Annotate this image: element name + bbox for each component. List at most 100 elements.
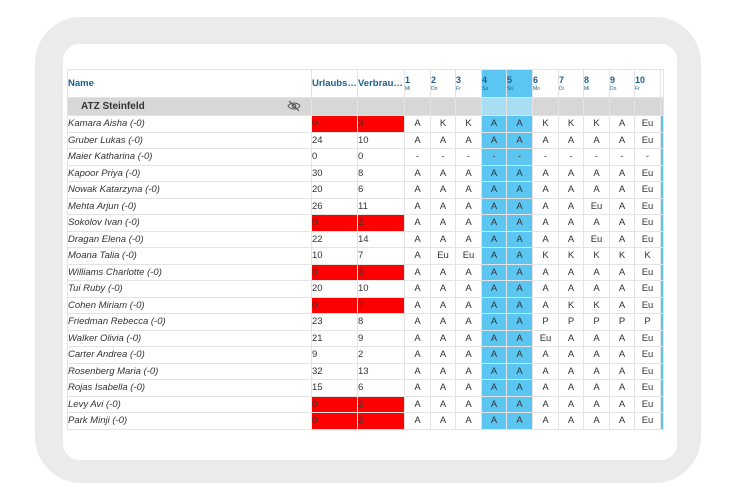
day-status-cell[interactable]: A: [558, 395, 584, 413]
employee-name[interactable]: Sokolov Ivan (-0): [67, 214, 312, 232]
day-status-cell[interactable]: A: [532, 181, 559, 199]
day-header[interactable]: 8 Mi: [583, 69, 610, 98]
day-status-cell[interactable]: A: [532, 280, 559, 298]
column-header-name[interactable]: Name: [67, 69, 312, 98]
day-status-cell[interactable]: A: [455, 296, 482, 314]
verbrauch-cell[interactable]: 2: [357, 346, 405, 364]
urlaubsanspruch-cell[interactable]: 20: [311, 280, 358, 298]
vertical-scrollbar[interactable]: [660, 263, 664, 281]
day-status-cell[interactable]: A: [455, 379, 482, 397]
day-status-cell[interactable]: A: [430, 412, 456, 430]
day-status-cell[interactable]: A: [481, 164, 507, 182]
vertical-scrollbar[interactable]: [660, 148, 664, 166]
vertical-scrollbar[interactable]: [660, 230, 664, 248]
day-status-cell[interactable]: A: [506, 230, 533, 248]
day-status-cell[interactable]: A: [455, 181, 482, 199]
employee-row[interactable]: Williams Charlotte (-0) 0 3 A A A A A A A A A Eu: [67, 263, 664, 281]
employee-name[interactable]: Walker Olivia (-0): [67, 329, 312, 347]
verbrauch-cell[interactable]: 3: [357, 263, 405, 281]
day-header[interactable]: 10 Fr: [634, 69, 661, 98]
day-status-cell[interactable]: A: [506, 181, 533, 199]
day-status-cell[interactable]: P: [583, 313, 610, 331]
day-status-cell[interactable]: A: [404, 346, 431, 364]
day-status-cell[interactable]: A: [506, 247, 533, 265]
verbrauch-cell[interactable]: 10: [357, 131, 405, 149]
day-status-cell[interactable]: K: [430, 115, 456, 133]
day-status-cell[interactable]: A: [532, 197, 559, 215]
day-status-cell[interactable]: A: [609, 362, 635, 380]
vertical-scrollbar[interactable]: [660, 379, 664, 397]
vertical-scrollbar[interactable]: [660, 97, 664, 116]
day-status-cell[interactable]: -: [532, 148, 559, 166]
verbrauch-cell[interactable]: 6: [357, 181, 405, 199]
employee-name[interactable]: Levy Avi (-0): [67, 395, 312, 413]
day-status-cell[interactable]: A: [558, 263, 584, 281]
day-status-cell[interactable]: A: [506, 115, 533, 133]
day-status-cell[interactable]: A: [404, 181, 431, 199]
employee-row[interactable]: Rojas Isabella (-0) 15 6 A A A A A A A A A Eu: [67, 379, 664, 397]
verbrauch-cell[interactable]: 10: [357, 280, 405, 298]
verbrauch-cell[interactable]: 2: [357, 296, 405, 314]
day-status-cell[interactable]: -: [404, 148, 431, 166]
day-status-cell[interactable]: A: [583, 280, 610, 298]
day-status-cell[interactable]: A: [404, 329, 431, 347]
day-status-cell[interactable]: A: [430, 379, 456, 397]
employee-name[interactable]: Kamara Aisha (-0): [67, 115, 312, 133]
day-status-cell[interactable]: Eu: [634, 181, 661, 199]
day-header[interactable]: 2 Do: [430, 69, 456, 98]
urlaubsanspruch-cell[interactable]: 0: [311, 263, 358, 281]
day-status-cell[interactable]: A: [558, 230, 584, 248]
day-status-cell[interactable]: A: [430, 214, 456, 232]
day-status-cell[interactable]: A: [609, 346, 635, 364]
day-status-cell[interactable]: A: [609, 230, 635, 248]
day-status-cell[interactable]: Eu: [634, 362, 661, 380]
day-status-cell[interactable]: Eu: [455, 247, 482, 265]
day-status-cell[interactable]: A: [430, 131, 456, 149]
day-status-cell[interactable]: A: [404, 395, 431, 413]
day-status-cell[interactable]: A: [455, 395, 482, 413]
day-status-cell[interactable]: A: [404, 263, 431, 281]
day-status-cell[interactable]: A: [404, 379, 431, 397]
employee-row[interactable]: Gruber Lukas (-0) 24 10 A A A A A A A A A Eu: [67, 131, 664, 149]
urlaubsanspruch-cell[interactable]: 26: [311, 197, 358, 215]
day-status-cell[interactable]: A: [609, 263, 635, 281]
verbrauch-cell[interactable]: 0: [357, 148, 405, 166]
day-status-cell[interactable]: A: [583, 164, 610, 182]
urlaubsanspruch-cell[interactable]: 15: [311, 379, 358, 397]
day-status-cell[interactable]: -: [583, 148, 610, 166]
day-header[interactable]: 4 Sa: [481, 69, 507, 98]
urlaubsanspruch-cell[interactable]: 32: [311, 362, 358, 380]
day-status-cell[interactable]: K: [558, 247, 584, 265]
day-status-cell[interactable]: Eu: [634, 379, 661, 397]
day-status-cell[interactable]: K: [532, 115, 559, 133]
day-status-cell[interactable]: -: [634, 148, 661, 166]
urlaubsanspruch-cell[interactable]: 30: [311, 164, 358, 182]
day-status-cell[interactable]: A: [609, 379, 635, 397]
employee-name[interactable]: Rosenberg Maria (-0): [67, 362, 312, 380]
day-status-cell[interactable]: A: [455, 412, 482, 430]
day-status-cell[interactable]: A: [506, 164, 533, 182]
verbrauch-cell[interactable]: 7: [357, 247, 405, 265]
employee-row[interactable]: Cohen Miriam (-0) 0 2 A A A A A A K K A Eu: [67, 296, 664, 314]
day-status-cell[interactable]: A: [558, 197, 584, 215]
employee-row[interactable]: Rosenberg Maria (-0) 32 13 A A A A A A A A A Eu: [67, 362, 664, 380]
day-status-cell[interactable]: A: [506, 263, 533, 281]
day-status-cell[interactable]: A: [558, 280, 584, 298]
verbrauch-cell[interactable]: 3: [357, 115, 405, 133]
urlaubsanspruch-cell[interactable]: 9: [311, 346, 358, 364]
urlaubsanspruch-cell[interactable]: 0: [311, 296, 358, 314]
day-status-cell[interactable]: A: [609, 395, 635, 413]
vertical-scrollbar[interactable]: [660, 412, 664, 430]
day-status-cell[interactable]: A: [404, 362, 431, 380]
day-status-cell[interactable]: A: [430, 395, 456, 413]
day-status-cell[interactable]: A: [481, 263, 507, 281]
day-status-cell[interactable]: A: [455, 131, 482, 149]
day-status-cell[interactable]: K: [634, 247, 661, 265]
verbrauch-cell[interactable]: 2: [357, 395, 405, 413]
day-status-cell[interactable]: A: [481, 412, 507, 430]
day-status-cell[interactable]: A: [506, 395, 533, 413]
day-status-cell[interactable]: A: [558, 164, 584, 182]
day-status-cell[interactable]: Eu: [634, 280, 661, 298]
verbrauch-cell[interactable]: 13: [357, 362, 405, 380]
eye-slash-icon[interactable]: [287, 100, 301, 112]
